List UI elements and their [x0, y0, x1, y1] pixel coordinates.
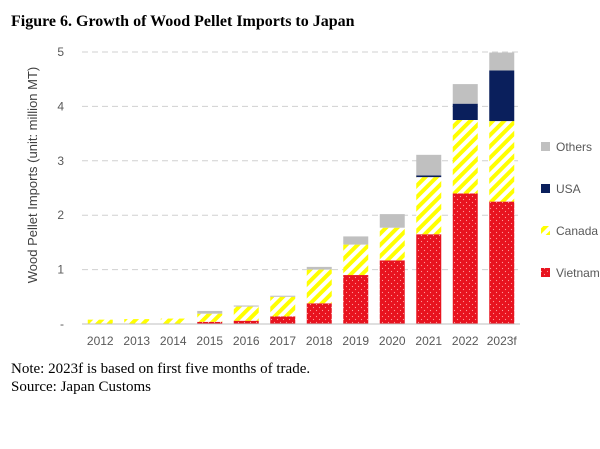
legend-label-canada: Canada	[556, 224, 598, 238]
bars	[87, 52, 515, 324]
stacked-bar-chart: - 1 2 3 4 5 2012 2013 2014 2015 2016 2017 2018 2019 20…	[25, 45, 600, 348]
y-tick-label-3: 3	[57, 154, 64, 168]
bar-canada-2015	[197, 313, 223, 322]
legend-swatch-vietnam	[541, 268, 550, 277]
bar-canada-2022	[452, 120, 478, 194]
x-tick-label-2022: 2022	[452, 334, 479, 348]
bar-others-2019	[343, 236, 369, 245]
y-tick-label-1: 1	[57, 263, 64, 277]
x-tick-label-2016: 2016	[233, 334, 260, 348]
bar-canada-2012	[87, 319, 113, 324]
bar-usa-2022	[452, 103, 478, 120]
bar-vietnam-2022	[452, 193, 478, 324]
y-tick-label-5: 5	[57, 45, 64, 59]
figure-title: Figure 6. Growth of Wood Pellet Imports …	[11, 13, 355, 30]
x-tick-label-2017: 2017	[269, 334, 296, 348]
bar-others-2016	[233, 305, 259, 307]
bar-others-2015	[197, 310, 223, 314]
legend-swatch-usa	[541, 184, 550, 193]
x-tick-label-2023f: 2023f	[487, 334, 518, 348]
bar-usa-2023f	[489, 70, 515, 122]
x-tick-label-2015: 2015	[196, 334, 223, 348]
bar-canada-2013	[124, 319, 150, 324]
bar-canada-2021	[416, 177, 442, 235]
legend-label-vietnam: Vietnam	[556, 266, 600, 280]
bar-others-2020	[379, 214, 405, 228]
legend-swatch-canada	[541, 226, 550, 235]
bar-others-2017	[270, 295, 296, 297]
x-tick-label-2012: 2012	[87, 334, 114, 348]
source-text: Source: Japan Customs	[11, 379, 151, 395]
bar-vietnam-2019	[343, 275, 369, 324]
legend: Others USA Canada Vietnam	[541, 140, 600, 280]
bar-vietnam-2018	[306, 303, 332, 324]
x-tick-label-2018: 2018	[306, 334, 333, 348]
bar-canada-2014	[160, 318, 186, 324]
x-tick-label-2019: 2019	[342, 334, 369, 348]
x-tick-label-2021: 2021	[415, 334, 442, 348]
bar-vietnam-2015	[197, 321, 223, 324]
y-tick-label-2: 2	[57, 208, 64, 222]
axes: - 1 2 3 4 5 2012 2013 2014 2015 2016 2017 2018 2019 20…	[57, 45, 520, 348]
bar-vietnam-2020	[379, 260, 405, 324]
bar-canada-2017	[270, 296, 296, 317]
bar-others-2023f	[489, 52, 515, 71]
bar-canada-2019	[343, 244, 369, 276]
x-tick-label-2020: 2020	[379, 334, 406, 348]
bar-canada-2020	[379, 227, 405, 261]
bar-vietnam-2021	[416, 234, 442, 324]
x-tick-label-2014: 2014	[160, 334, 187, 348]
y-axis-label: Wood Pellet Imports (unit: million MT)	[25, 67, 40, 284]
legend-label-others: Others	[556, 140, 592, 154]
bar-canada-2023f	[489, 121, 515, 202]
x-tick-label-2013: 2013	[123, 334, 150, 348]
legend-label-usa: USA	[556, 182, 581, 196]
bar-others-2018	[306, 266, 332, 270]
bar-vietnam-2016	[233, 320, 259, 324]
y-tick-label-0: -	[60, 317, 64, 331]
bar-others-2021	[416, 154, 442, 176]
legend-swatch-others	[541, 142, 550, 151]
bar-others-2022	[452, 84, 478, 104]
bar-vietnam-2023f	[489, 201, 515, 324]
gridlines	[82, 51, 520, 271]
bar-usa-2021	[416, 175, 442, 178]
note-text: Note: 2023f is based on first five month…	[11, 361, 311, 377]
notes: Note: 2023f is based on first five month…	[11, 360, 310, 396]
bar-canada-2018	[306, 269, 332, 304]
y-tick-label-4: 4	[57, 99, 64, 113]
bar-vietnam-2017	[270, 316, 296, 324]
bar-canada-2016	[233, 306, 259, 321]
